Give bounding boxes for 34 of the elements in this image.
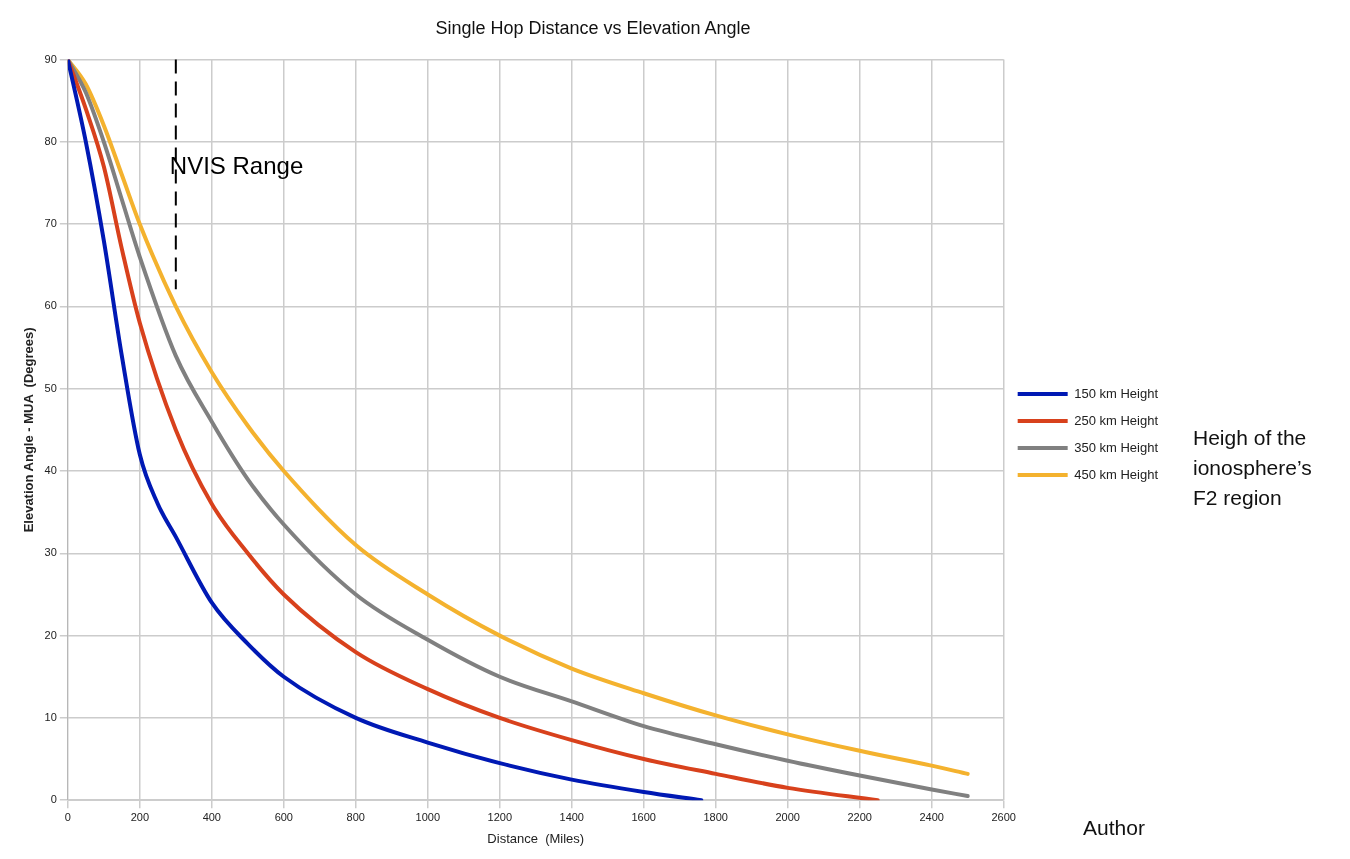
x-tick-label: 600 [274, 810, 293, 823]
ref-line-label: NVIS Range [169, 151, 304, 179]
y-tick-label: 60 [44, 299, 57, 312]
x-tick-label: 1400 [559, 810, 584, 823]
x-tick-label: 800 [346, 810, 365, 823]
x-tick-label: 1600 [631, 810, 656, 823]
x-tick-label: 1800 [703, 810, 728, 823]
x-tick-label: 2600 [991, 810, 1016, 823]
y-tick-label: 0 [50, 793, 57, 806]
x-tick-label: 0 [64, 810, 71, 823]
y-tick-label: 30 [44, 546, 57, 559]
x-tick-label: 1000 [415, 810, 441, 823]
x-tick-label: 2200 [847, 810, 872, 823]
x-tick-label: 2000 [775, 810, 800, 823]
y-tick-label: 40 [44, 464, 57, 477]
y-tick-label: 20 [44, 628, 57, 641]
y-tick-label: 10 [44, 710, 57, 723]
y-axis-title: Elevation Angle - MUA (Degrees) [21, 327, 37, 533]
y-tick-label: 50 [44, 381, 57, 394]
y-tick-label: 80 [44, 134, 57, 147]
x-tick-label: 400 [202, 810, 221, 823]
chart-title: Single Hop Distance vs Elevation Angle [435, 17, 751, 38]
text: Heigh of the ionosphere’s F2 region [1193, 425, 1313, 511]
text: Author [1083, 816, 1145, 840]
legend-label: 150 km Height [1074, 385, 1159, 401]
legend-label: 450 km Height [1074, 466, 1159, 482]
x-tick-label: 2400 [919, 810, 944, 823]
y-tick-label: 70 [44, 217, 57, 230]
x-axis-title: Distance (Miles) [487, 830, 585, 846]
legend-label: 250 km Height [1074, 412, 1159, 428]
x-tick-label: 1200 [487, 810, 513, 823]
x-tick-label: 200 [130, 810, 149, 823]
legend-label: 350 km Height [1074, 439, 1159, 455]
y-tick-label: 90 [44, 52, 57, 65]
